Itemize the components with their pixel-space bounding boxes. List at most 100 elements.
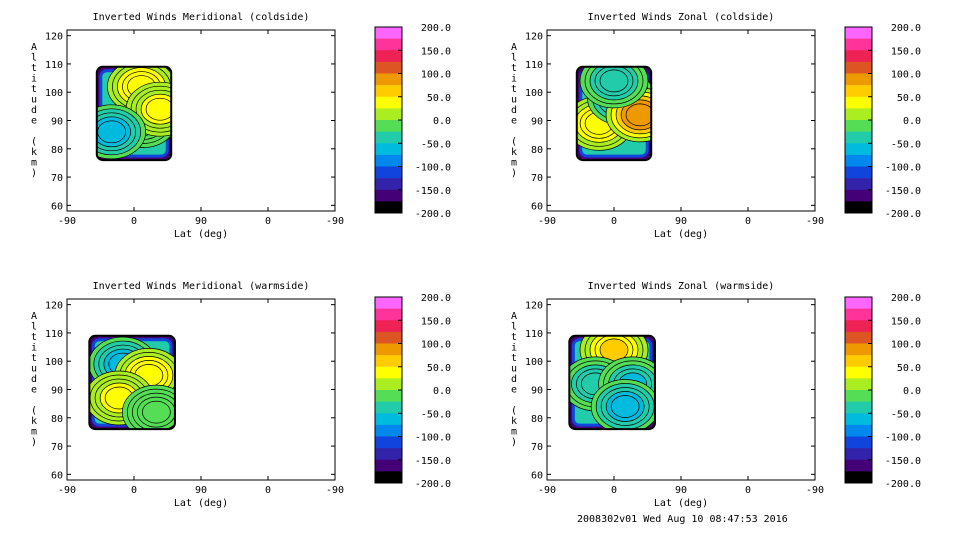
colorbar-cell [845, 166, 872, 179]
x-tick-label: 90 [675, 216, 687, 227]
x-tick-label: 0 [265, 485, 271, 496]
x-tick-label: -90 [326, 216, 344, 227]
y-tick-label: 80 [51, 145, 63, 156]
colorbar-cell [845, 73, 872, 86]
colorbar-label: 0.0 [903, 116, 921, 127]
colorbar-cell [375, 366, 402, 379]
colorbar-cell [375, 390, 402, 402]
colorbar-cell [845, 436, 872, 449]
x-tick-label: -90 [58, 485, 76, 496]
colorbar-cell [845, 320, 872, 333]
contour-level [145, 97, 172, 121]
colorbar-cell [845, 201, 872, 214]
colorbar-label: -100.0 [885, 433, 921, 444]
x-tick-label: -90 [538, 485, 556, 496]
y-tick-label: 100 [525, 357, 543, 368]
x-axis-label: Lat (deg) [174, 229, 228, 240]
colorbar-cell [375, 459, 402, 472]
colorbar-label: 50.0 [427, 363, 451, 374]
x-tick-label: -90 [58, 216, 76, 227]
x-tick-label: -90 [806, 485, 824, 496]
y-tick-label: 110 [45, 329, 63, 340]
colorbar-label: 200.0 [421, 293, 451, 304]
y-tick-label: 100 [525, 88, 543, 99]
chart-title: Inverted Winds Zonal (warmside) [588, 281, 775, 292]
x-axis-label: Lat (deg) [174, 498, 228, 509]
colorbar-label: 150.0 [891, 46, 921, 57]
x-axis-label: Lat (deg) [654, 498, 708, 509]
colorbar-cell [845, 390, 872, 402]
x-tick-label: 0 [745, 485, 751, 496]
x-tick-label: -90 [326, 485, 344, 496]
x-tick-label: 0 [611, 216, 617, 227]
region-outline [575, 65, 653, 162]
colorbar-cell [845, 189, 872, 202]
colorbar-cell [375, 27, 402, 39]
y-tick-label: 70 [531, 442, 543, 453]
colorbar-label: -150.0 [415, 186, 451, 197]
colorbar-cell [375, 378, 402, 391]
y-tick-label: 110 [45, 60, 63, 71]
colorbar-cell [375, 471, 402, 484]
y-tick-label: 90 [531, 386, 543, 397]
colorbar-label: -200.0 [415, 209, 451, 220]
colorbar-4: 200.0 150.0 100.0 50.0 0.0 -50.0 -100.0 -150.0 -… [844, 293, 921, 490]
y-tick-label: 100 [45, 88, 63, 99]
chart-title: Inverted Winds Zonal (coldside) [588, 12, 775, 23]
contour-field [576, 66, 652, 161]
colorbar-cell [375, 85, 402, 98]
colorbar-cell [375, 73, 402, 86]
colorbar-cell [845, 459, 872, 472]
colorbar-cell [845, 308, 872, 321]
colorbar-3: 200.0 150.0 100.0 50.0 0.0 -50.0 -100.0 -150.0 -… [374, 293, 451, 490]
x-tick-label: 0 [131, 485, 137, 496]
region-outline [95, 65, 173, 162]
colorbar-cell [375, 166, 402, 179]
colorbar-cell [845, 120, 872, 132]
colorbar-label: 200.0 [891, 293, 921, 304]
x-tick-label: -90 [806, 216, 824, 227]
colorbar-cell [375, 355, 402, 368]
y-tick-label: 110 [525, 60, 543, 71]
colorbar-label: -100.0 [415, 433, 451, 444]
y-tick-label: 60 [531, 470, 543, 481]
colorbar-label: -150.0 [415, 456, 451, 467]
y-tick-label: 120 [45, 32, 63, 43]
y-tick-label: 80 [51, 414, 63, 425]
colorbar-cell [375, 178, 402, 191]
contour-level [610, 395, 640, 418]
x-axis-label: Lat (deg) [654, 229, 708, 240]
x-tick-label: 0 [131, 216, 137, 227]
colorbar-cell [375, 308, 402, 321]
contour-field [89, 335, 175, 430]
colorbar-label: -50.0 [421, 409, 451, 420]
colorbar-cell [375, 331, 402, 344]
y-tick-label: 60 [51, 201, 63, 212]
region-outline [568, 334, 656, 431]
region-outline [88, 334, 176, 431]
colorbar-cell [375, 96, 402, 109]
chart-title: Inverted Winds Meridional (warmside) [93, 281, 310, 292]
contour-level [625, 103, 652, 127]
colorbar-cell [845, 96, 872, 109]
colorbar-cell [375, 448, 402, 461]
colorbar-cell [845, 366, 872, 379]
colorbar-cell [375, 61, 402, 74]
contour-level [141, 400, 171, 424]
y-tick-label: 120 [525, 301, 543, 312]
colorbar-cell [375, 131, 402, 144]
y-tick-label: 60 [531, 201, 543, 212]
chart-title: Inverted Winds Meridional (coldside) [93, 12, 310, 23]
colorbar-label: 200.0 [421, 23, 451, 34]
colorbar-label: 0.0 [433, 386, 451, 397]
colorbar-label: -50.0 [891, 139, 921, 150]
colorbar-cell [845, 355, 872, 368]
contour-field [569, 335, 655, 430]
colorbar-label: 150.0 [421, 46, 451, 57]
colorbar-cell [375, 120, 402, 132]
colorbar-cell [845, 85, 872, 98]
y-tick-label: 70 [51, 442, 63, 453]
